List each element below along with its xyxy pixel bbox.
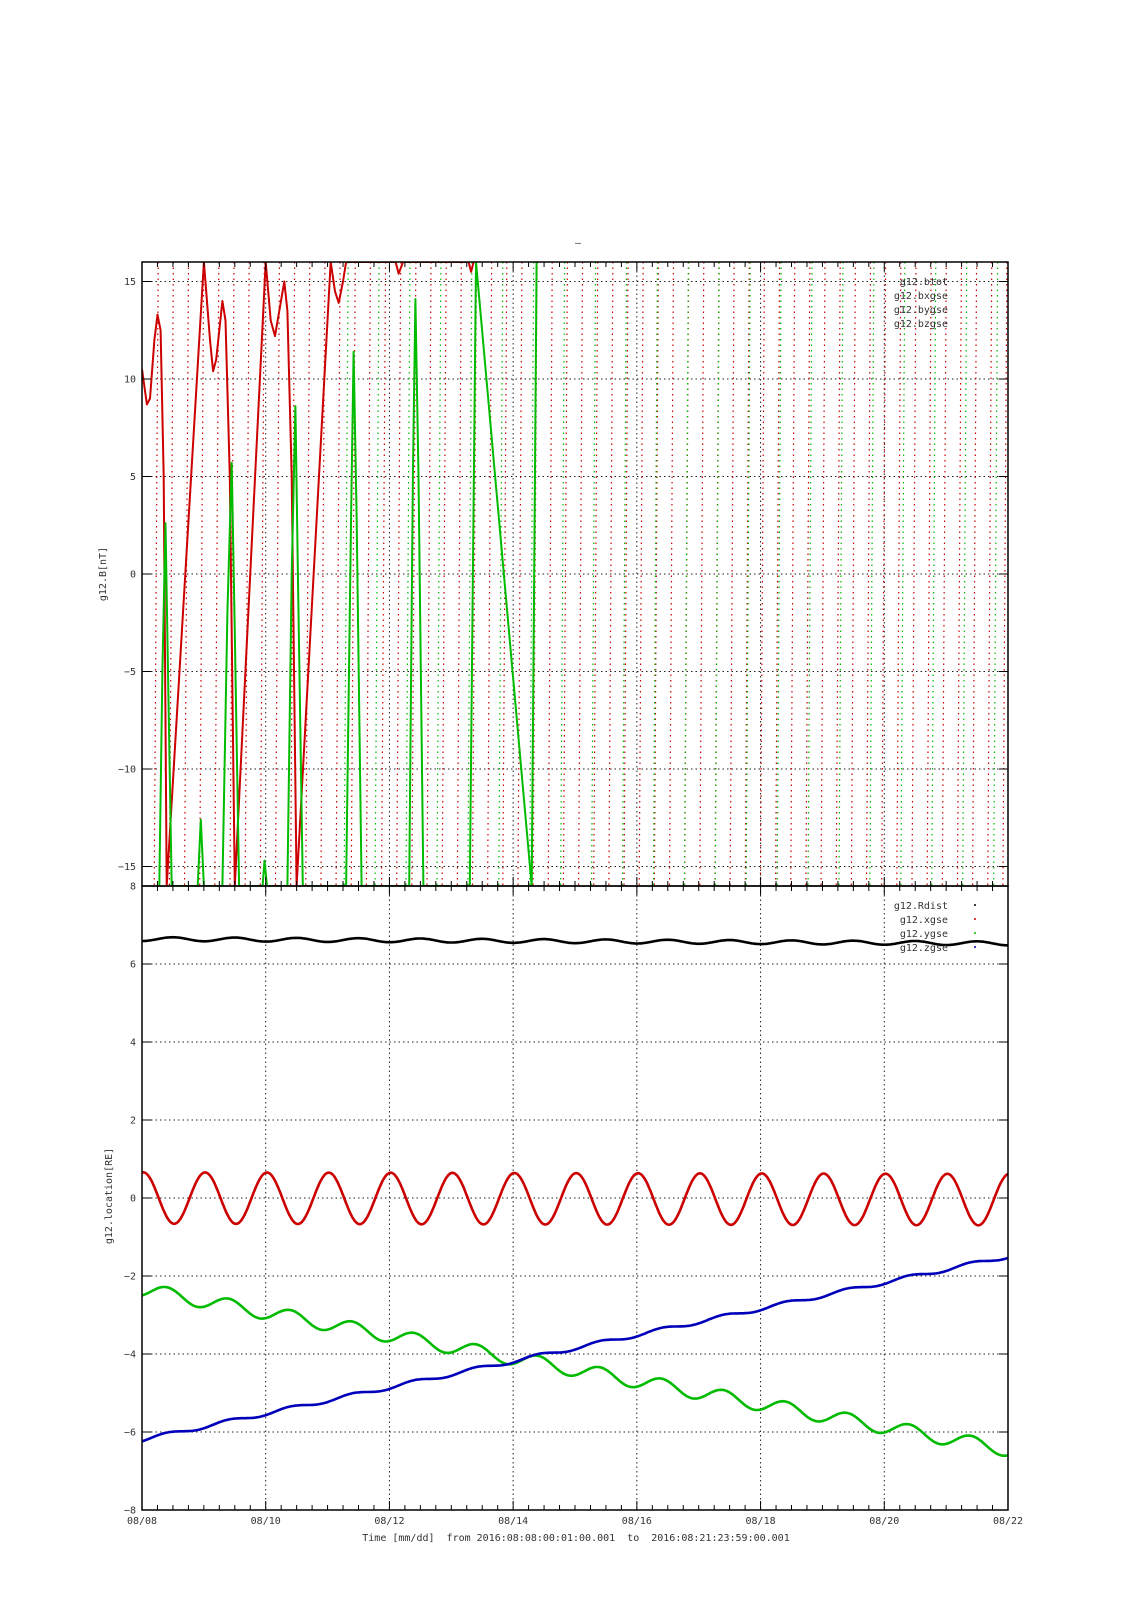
bottom-legend: g12.Rdist g12.xgse g12.ygse g12.zgse	[894, 901, 976, 954]
bottom-legend-marker	[974, 932, 976, 934]
top-legend-label: g12.bxgse	[894, 291, 948, 302]
bottom-legend-marker	[974, 918, 976, 920]
top-legend: g12.btot g12.bxgse g12.bygse g12.bzgse	[894, 277, 948, 330]
top-y-tick-label: 5	[130, 472, 136, 483]
x-tick-label: 08/14	[498, 1516, 528, 1527]
x-tick-label: 08/22	[993, 1516, 1023, 1527]
magnetic-field-panel: – −15 −10 −5 0 5 10 15 g12.B[nT] g12.btot g12.…	[98, 238, 1009, 887]
top-panel-title: –	[575, 238, 582, 249]
bottom-y-tick-labels: −8 −6 −4 −2 0 2 4 6 8	[124, 882, 136, 1517]
top-y-tick-label: −10	[118, 765, 136, 776]
bottom-legend-label: g12.zgse	[900, 943, 948, 954]
bottom-y-tick-label: −2	[124, 1272, 136, 1283]
top-legend-label: g12.bzgse	[894, 319, 948, 330]
x-axis-label: Time [mm/dd] from 2016:08:08:00:01:00.00…	[362, 1533, 789, 1544]
top-grid	[142, 262, 1008, 886]
bygse-line	[158, 262, 538, 886]
x-tick-label: 08/16	[622, 1516, 652, 1527]
top-legend-label: g12.bygse	[894, 305, 948, 316]
top-y-tick-labels: −15 −10 −5 0 5 10 15	[118, 277, 136, 873]
bottom-legend-marker	[974, 904, 976, 906]
bottom-legend-marker	[974, 946, 976, 948]
bottom-legend-label: g12.xgse	[900, 915, 948, 926]
top-y-tick-label: 10	[124, 375, 136, 386]
bottom-y-axis-label: g12.location[RE]	[104, 1148, 115, 1244]
bottom-y-tick-label: 2	[130, 1116, 136, 1127]
x-tick-label: 08/10	[251, 1516, 281, 1527]
zgse-line	[142, 1256, 1008, 1443]
bottom-y-tick-label: −4	[124, 1350, 136, 1361]
bottom-y-tick-label: 8	[130, 882, 136, 893]
x-tick-labels: 08/08 08/10 08/12 08/14 08/16 08/18 08/20 08/22	[127, 1516, 1023, 1527]
x-tick-label: 08/12	[374, 1516, 404, 1527]
top-plot-lines	[142, 262, 1008, 886]
x-tick-label: 08/18	[746, 1516, 776, 1527]
top-legend-label: g12.btot	[900, 277, 948, 288]
top-axis-ticks	[141, 262, 1009, 886]
top-y-tick-label: −5	[124, 667, 136, 678]
xgse-line	[142, 1171, 1008, 1227]
bottom-grid	[142, 886, 1008, 1510]
bxgse-line	[142, 262, 475, 886]
top-y-tick-label: 0	[130, 570, 136, 581]
bottom-y-tick-label: −8	[124, 1506, 136, 1517]
bottom-plot-lines	[142, 935, 1008, 1457]
top-y-axis-label: g12.B[nT]	[98, 547, 109, 601]
bottom-legend-label: g12.Rdist	[894, 901, 948, 912]
top-y-tick-label: 15	[124, 277, 136, 288]
bottom-legend-label: g12.ygse	[900, 929, 948, 940]
top-y-tick-label: −15	[118, 862, 136, 873]
bottom-y-tick-label: 0	[130, 1194, 136, 1205]
x-tick-label: 08/08	[127, 1516, 157, 1527]
bottom-y-tick-label: 6	[130, 960, 136, 971]
x-tick-label: 08/20	[869, 1516, 899, 1527]
bottom-axis-ticks	[141, 885, 1009, 1511]
ygse-line	[142, 1285, 1008, 1457]
bottom-y-tick-label: −6	[124, 1428, 136, 1439]
bottom-y-tick-label: 4	[130, 1038, 136, 1049]
rdist-line	[142, 935, 1008, 947]
